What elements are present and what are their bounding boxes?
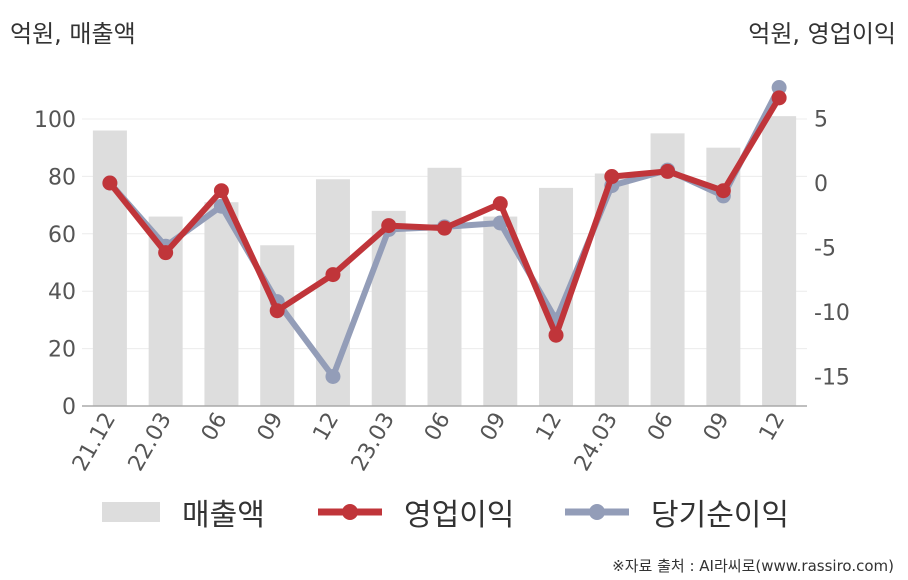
net-point — [771, 80, 787, 96]
legend-swatch-net — [565, 504, 629, 520]
x-tick-label: 06 — [643, 409, 679, 446]
right-tick-label: -15 — [814, 366, 850, 391]
operating-point — [437, 220, 452, 236]
revenue-bar — [427, 167, 462, 406]
right-tick-label: 0 — [814, 172, 828, 197]
legend-item-revenue: 매출액 — [102, 490, 265, 534]
legend-label-operating: 영업이익 — [404, 498, 515, 533]
revenue-bar — [371, 210, 406, 406]
left-tick-label: 60 — [48, 223, 76, 248]
left-tick-label: 20 — [48, 338, 76, 363]
right-tick-label: -5 — [814, 237, 836, 262]
operating-point — [771, 90, 787, 106]
left-tick-label: 100 — [34, 108, 76, 133]
line-series — [102, 80, 787, 384]
right-axis-unit: 억원, 영업이익 — [748, 20, 896, 48]
left-tick-label: 0 — [62, 395, 76, 420]
operating-point — [548, 327, 564, 343]
left-y-axis: 0 20 40 60 80 100 — [34, 108, 76, 420]
x-tick-label: 09 — [253, 409, 289, 446]
operating-point — [102, 175, 118, 191]
operating-point — [213, 183, 229, 199]
operating-point — [715, 183, 731, 199]
legend: 매출액 영업이익 당기순이익 — [0, 490, 908, 540]
operating-point — [325, 267, 341, 283]
right-tick-label: 5 — [814, 108, 828, 133]
legend-item-operating: 영업이익 — [318, 490, 514, 534]
x-tick-label: 06 — [420, 409, 456, 446]
revenue-bar — [204, 202, 239, 406]
x-tick-label: 09 — [476, 409, 512, 446]
operating-point — [269, 303, 285, 319]
revenue-bar — [260, 245, 295, 406]
x-tick-label: 12 — [309, 409, 345, 446]
left-axis-unit: 억원, 매출액 — [10, 20, 136, 48]
revenue-bars — [92, 116, 797, 407]
operating-point — [604, 169, 620, 185]
operating-point — [492, 196, 508, 212]
legend-swatch-revenue — [102, 502, 160, 522]
x-tick-label: 12 — [532, 409, 568, 446]
x-axis: 21.12 22.03 06 09 12 23.03 06 09 12 24.03 06 09 12 — [68, 409, 790, 476]
operating-point — [660, 163, 676, 179]
left-tick-label: 80 — [48, 165, 76, 190]
operating-point — [158, 245, 174, 261]
x-tick-label: 24.03 — [570, 409, 623, 476]
right-y-axis: -15 -10 -5 0 5 — [814, 108, 850, 391]
x-tick-label: 06 — [197, 409, 233, 446]
x-tick-label: 12 — [755, 409, 791, 446]
left-tick-label: 40 — [48, 280, 76, 305]
x-tick-label: 22.03 — [124, 409, 177, 476]
revenue-bar — [92, 130, 127, 407]
legend-label-revenue: 매출액 — [182, 498, 265, 533]
legend-swatch-operating — [318, 504, 382, 520]
right-tick-label: -10 — [814, 301, 850, 326]
source-note: ※자료 출처 : AI라씨로(www.rassiro.com) — [612, 557, 894, 575]
legend-label-net: 당기순이익 — [651, 498, 789, 533]
operating-point — [381, 218, 397, 234]
x-tick-label: 23.03 — [347, 409, 400, 476]
revenue-bar — [762, 116, 797, 406]
x-tick-label: 09 — [699, 409, 735, 446]
legend-item-net: 당기순이익 — [565, 490, 789, 534]
net-point — [325, 369, 341, 384]
